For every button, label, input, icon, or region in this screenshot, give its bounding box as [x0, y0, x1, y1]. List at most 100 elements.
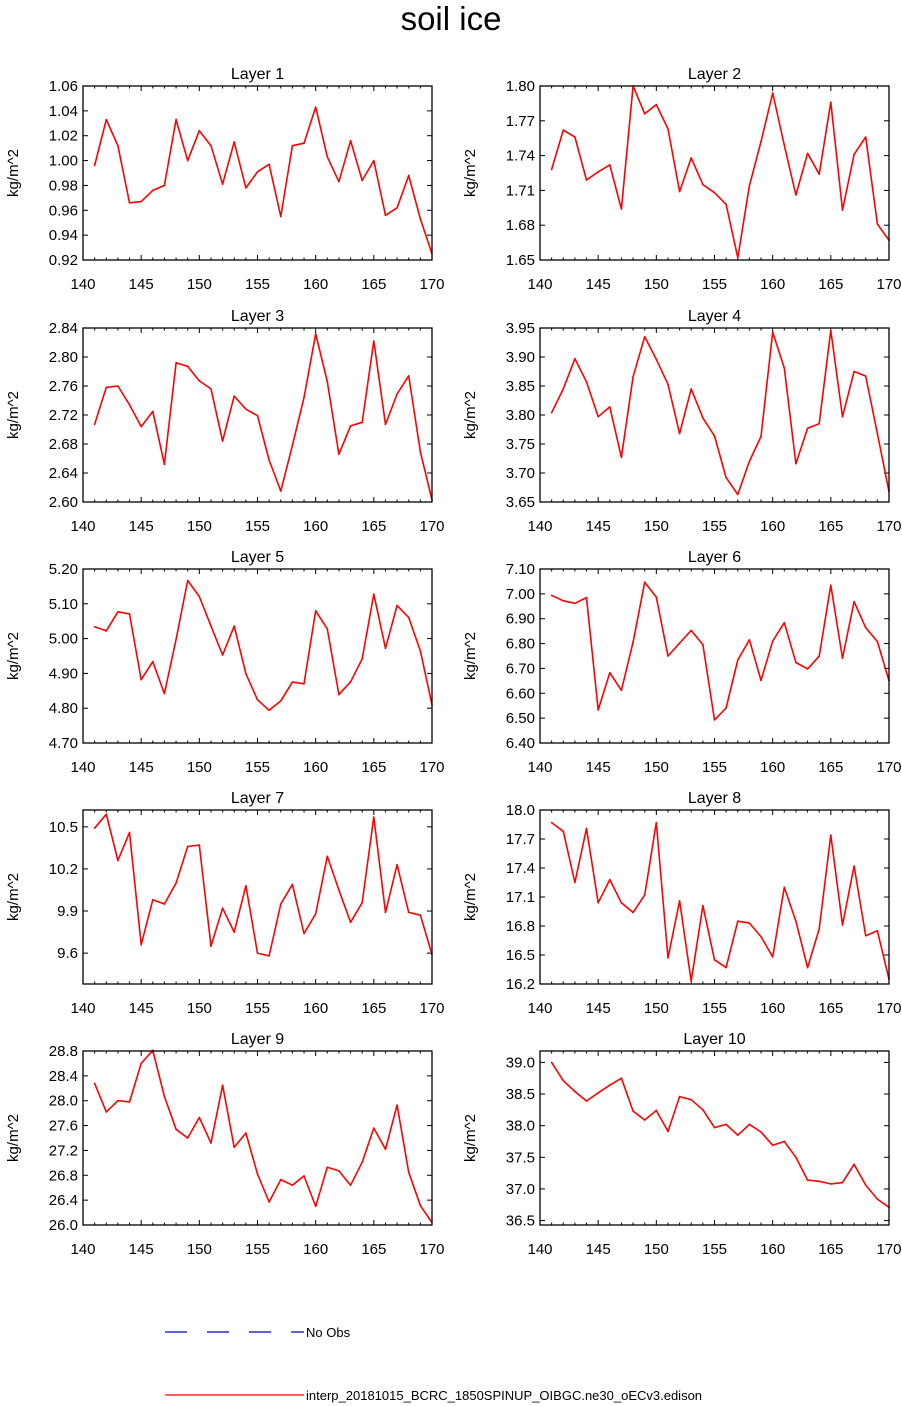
data-point	[163, 463, 166, 466]
data-point	[655, 1109, 658, 1112]
panel-title: Layer 1	[231, 66, 284, 83]
data-point	[748, 1123, 751, 1126]
data-point	[562, 388, 565, 390]
data-point	[396, 863, 398, 866]
data-point	[326, 156, 329, 158]
data-point	[736, 493, 739, 496]
data-point	[326, 380, 329, 383]
data-point	[349, 425, 352, 427]
data-point	[256, 414, 259, 417]
data-point	[795, 1156, 797, 1159]
data-point	[690, 1098, 693, 1101]
data-point	[783, 886, 786, 889]
data-point	[186, 159, 189, 162]
data-point	[702, 183, 704, 186]
data-point	[140, 678, 142, 681]
y-tick-label: 1.04	[49, 103, 78, 120]
data-point	[876, 640, 879, 643]
y-tick-label: 10.5	[49, 819, 78, 836]
panel-title: Layer 5	[231, 549, 284, 566]
y-axis-label: kg/m^2	[462, 1114, 479, 1162]
y-tick-label: 3.85	[506, 378, 535, 395]
data-point	[338, 693, 340, 696]
data-point	[338, 889, 340, 891]
chart-panel-3: Layer 3 kg/m^2 140 145 150 155 160 165 170 2.60 2.…	[5, 308, 445, 535]
data-point	[163, 184, 166, 187]
data-point	[245, 672, 247, 675]
data-point	[643, 113, 646, 115]
data-point	[93, 625, 96, 628]
x-tick-label: 170	[419, 276, 444, 293]
data-point	[419, 451, 422, 453]
data-point	[609, 671, 611, 674]
y-tick-label: 6.50	[506, 710, 535, 727]
data-point	[678, 1095, 681, 1098]
data-point	[585, 179, 588, 181]
data-point	[725, 1123, 727, 1126]
data-point	[407, 911, 410, 914]
data-point	[876, 930, 879, 932]
panel-title: Layer 10	[683, 1031, 745, 1048]
y-tick-label: 10.2	[49, 861, 78, 878]
x-tick-label: 165	[818, 759, 843, 776]
data-point	[760, 1131, 762, 1133]
chart-panel-9: Layer 9 kg/m^2 140 145 150 155 160 165 170 26.0 26…	[5, 1031, 445, 1258]
data-point	[338, 180, 340, 183]
data-point	[93, 1082, 96, 1085]
data-point	[690, 980, 693, 982]
y-tick-label: 36.5	[506, 1213, 535, 1230]
series-line	[551, 581, 890, 721]
x-tick-label: 170	[419, 518, 444, 535]
data-point	[667, 383, 669, 386]
data-point	[574, 136, 576, 138]
y-tick-label: 2.80	[49, 349, 78, 366]
data-point	[643, 894, 646, 896]
panel-title: Layer 7	[231, 790, 284, 807]
data-point	[419, 1204, 422, 1207]
data-point	[771, 92, 774, 94]
data-point	[574, 357, 576, 360]
y-tick-label: 17.7	[506, 831, 535, 848]
data-point	[407, 616, 410, 619]
data-point	[198, 380, 201, 382]
data-point	[609, 164, 611, 166]
data-point	[585, 1100, 588, 1102]
data-point	[186, 845, 189, 848]
data-point	[128, 831, 131, 834]
data-point	[841, 1181, 844, 1184]
y-tick-label: 28.0	[49, 1093, 78, 1110]
data-point	[140, 943, 142, 946]
data-point	[152, 410, 154, 413]
legend: No Obs interp_20181015_BCRC_1850SPINUP_O…	[165, 1325, 702, 1403]
data-point	[830, 1183, 832, 1185]
chart-panel-10: Layer 10 kg/m^2 140 145 150 155 160 165 170 36.5 3…	[462, 1031, 902, 1258]
data-point	[221, 183, 224, 185]
data-point	[175, 638, 177, 641]
x-tick-label: 145	[586, 276, 611, 293]
data-point	[361, 901, 364, 904]
data-point	[291, 144, 294, 147]
data-point	[562, 830, 565, 833]
y-tick-label: 27.6	[49, 1118, 78, 1135]
x-tick-label: 155	[702, 276, 727, 293]
data-point	[186, 1137, 189, 1139]
data-point	[585, 827, 588, 830]
data-point	[736, 920, 739, 922]
data-point	[725, 203, 727, 206]
x-tick-label: 165	[818, 1241, 843, 1258]
data-point	[407, 375, 410, 377]
y-tick-label: 37.0	[506, 1181, 535, 1198]
y-tick-label: 28.8	[49, 1043, 78, 1060]
data-point	[725, 476, 727, 479]
data-point	[210, 625, 212, 627]
x-tick-label: 140	[527, 1000, 552, 1017]
data-point	[678, 190, 681, 193]
data-point	[620, 689, 623, 692]
y-tick-label: 0.96	[49, 202, 78, 219]
data-point	[713, 719, 716, 721]
y-tick-label: 16.2	[506, 976, 535, 993]
x-tick-label: 155	[245, 1000, 270, 1017]
x-tick-label: 145	[129, 276, 154, 293]
x-tick-label: 150	[644, 276, 669, 293]
data-point	[221, 1084, 224, 1086]
